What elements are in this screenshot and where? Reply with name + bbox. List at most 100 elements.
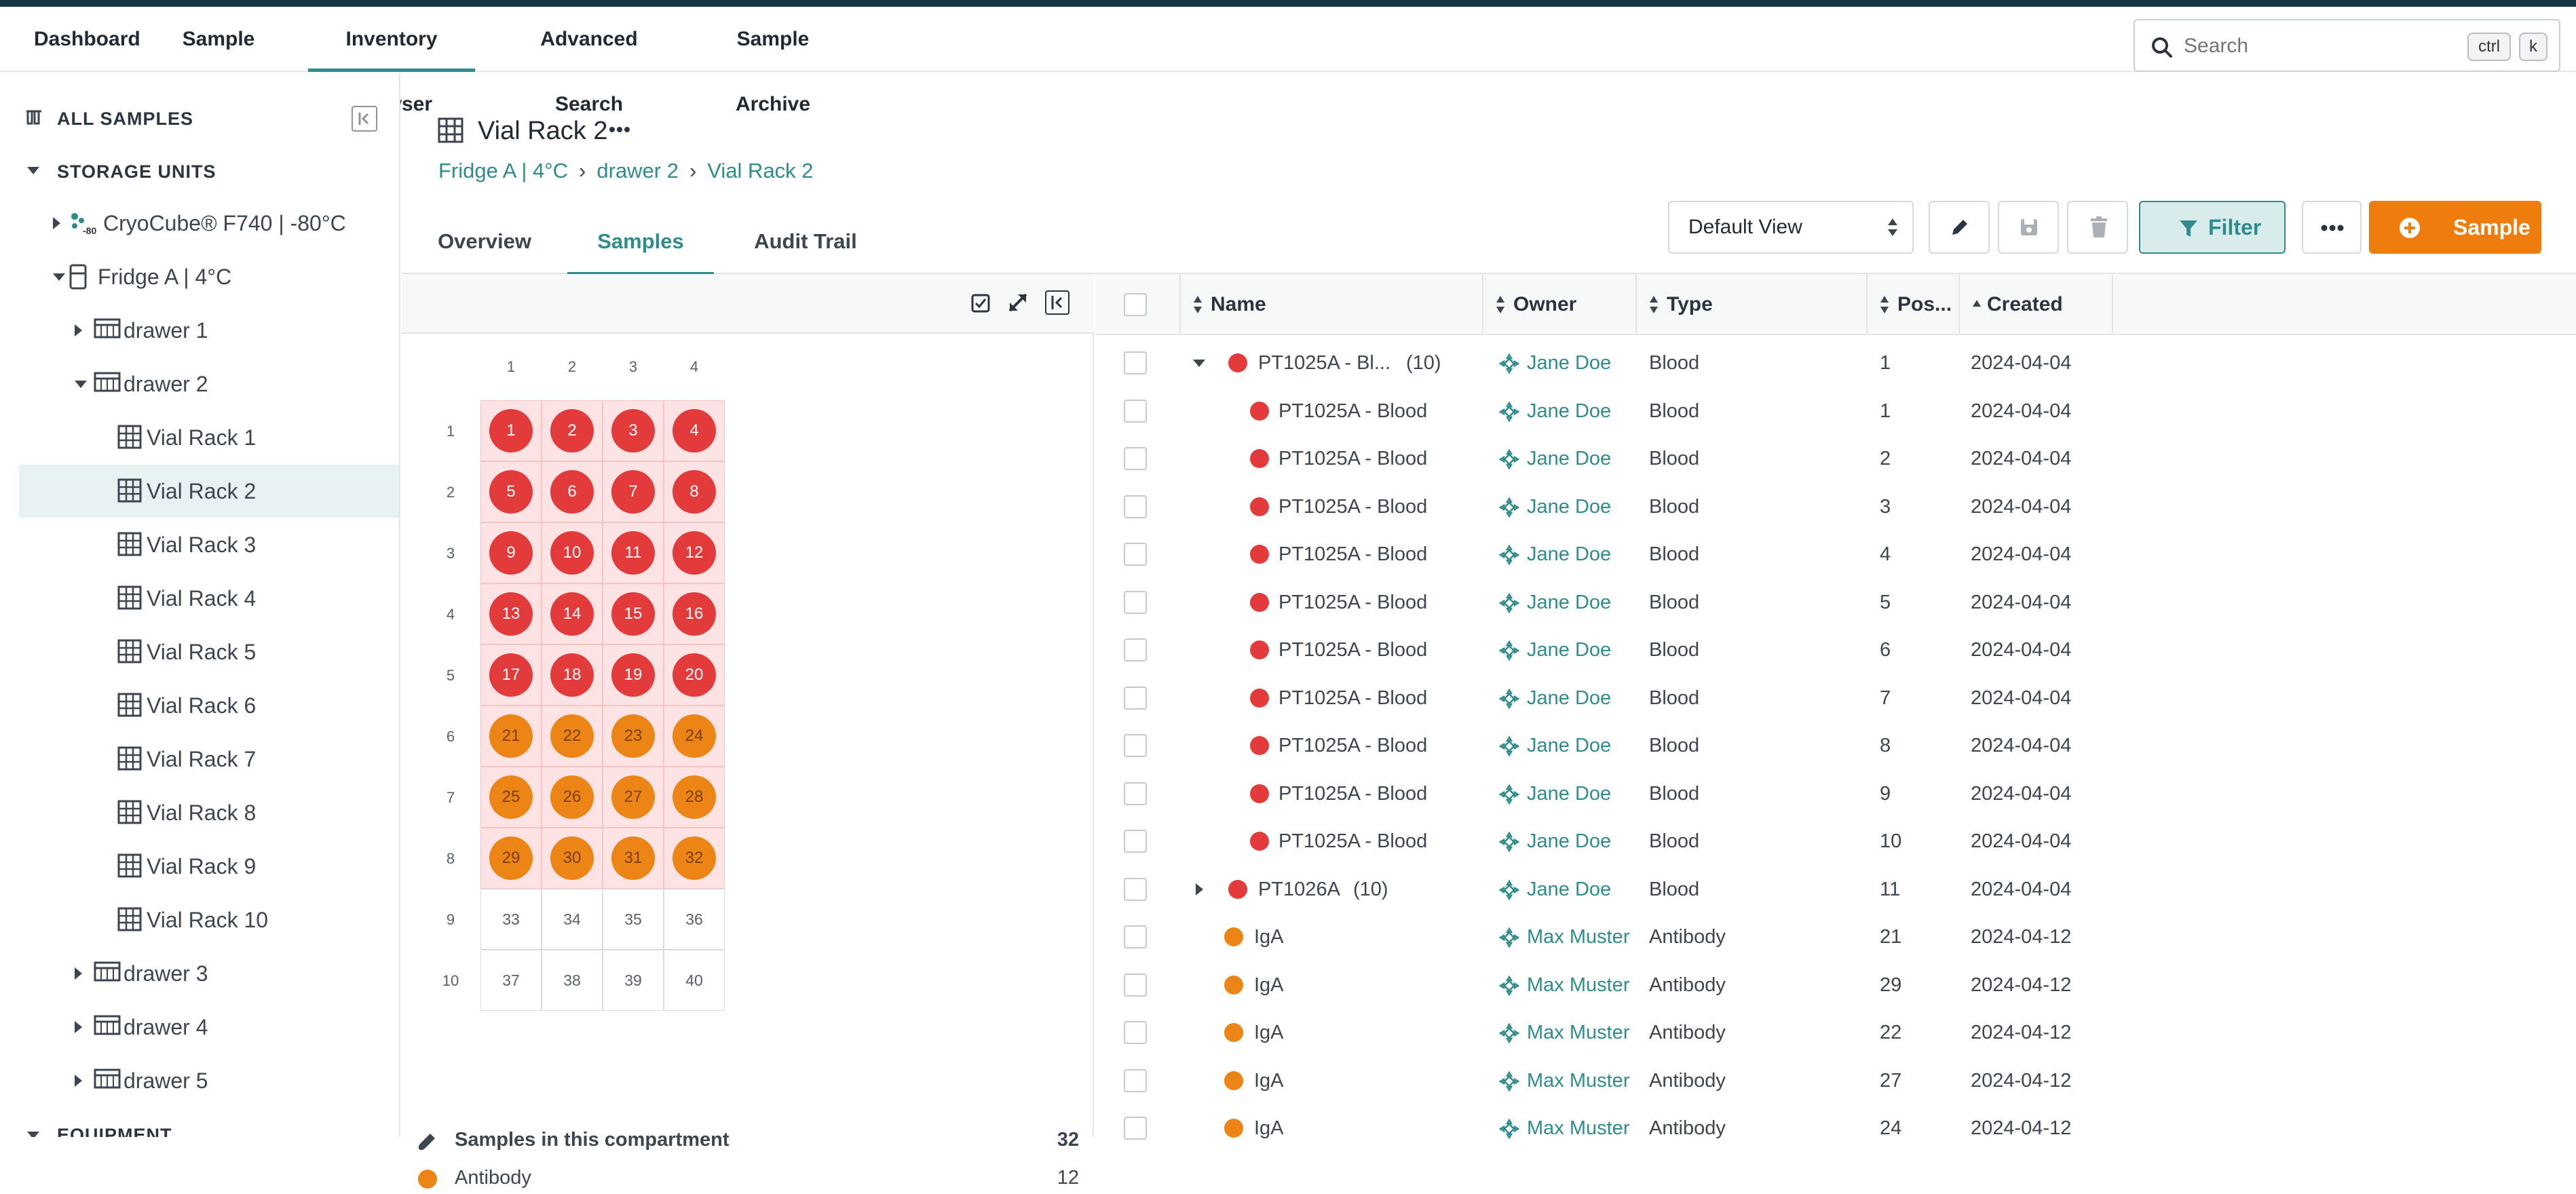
sample-vial[interactable]: 30	[550, 836, 594, 880]
add-sample-button[interactable]: Sample	[2369, 201, 2541, 254]
sample-vial[interactable]: 14	[550, 592, 594, 636]
caret-right-icon[interactable]	[75, 967, 82, 980]
rack-cell[interactable]: 39	[603, 950, 664, 1011]
owner-name[interactable]: Max Muster	[1527, 926, 1630, 948]
rack-cell[interactable]: 21	[480, 706, 542, 767]
table-row[interactable]: IgA Max Muster Antibody 27 2024-04-12	[1095, 1057, 2576, 1104]
rack-cell[interactable]: 27	[603, 767, 664, 828]
sample-vial[interactable]: 9	[489, 531, 533, 575]
row-checkbox[interactable]	[1124, 590, 1147, 614]
owner-name[interactable]: Max Muster	[1527, 1069, 1630, 1092]
owner-name[interactable]: Jane Doe	[1527, 448, 1612, 469]
edit-button[interactable]	[1929, 201, 1990, 254]
sample-name[interactable]: IgA	[1254, 1069, 1284, 1092]
equipment-heading[interactable]: EQUIPMENT	[57, 1125, 172, 1137]
table-row[interactable]: PT1025A - Blood Jane Doe Blood 7 2024-04-04	[1095, 674, 2576, 722]
sidebar-item[interactable]: Vial Rack 7	[19, 733, 399, 786]
table-row[interactable]: PT1025A - Blood Jane Doe Blood 3 2024-04-04	[1095, 483, 2576, 531]
rack-cell[interactable]: 19	[603, 644, 664, 706]
search-box[interactable]: ctrl k	[2134, 19, 2560, 72]
equipment-caret-icon[interactable]	[27, 1132, 39, 1137]
caret-down-icon[interactable]	[53, 273, 65, 281]
owner-name[interactable]: Jane Doe	[1527, 400, 1612, 422]
sidebar-item[interactable]: drawer 1	[19, 304, 399, 357]
row-checkbox[interactable]	[1124, 830, 1147, 853]
rack-cell[interactable]: 38	[542, 950, 603, 1011]
owner-name[interactable]: Jane Doe	[1527, 543, 1612, 565]
sample-vial[interactable]: 26	[550, 775, 594, 819]
sample-vial[interactable]: 23	[611, 714, 655, 758]
table-row[interactable]: PT1025A - Blood Jane Doe Blood 4 2024-04-04	[1095, 531, 2576, 578]
sample-vial[interactable]: 6	[550, 470, 594, 514]
sidebar-item[interactable]: drawer 4	[19, 1001, 399, 1054]
sample-vial[interactable]: 3	[611, 409, 655, 452]
rack-cell[interactable]: 35	[603, 889, 664, 950]
breadcrumb-rack[interactable]: Vial Rack 2	[707, 159, 814, 182]
owner-name[interactable]: Max Muster	[1527, 1022, 1630, 1043]
column-header-owner[interactable]: Owner	[1483, 274, 1637, 335]
rack-cell[interactable]: 5	[480, 461, 542, 522]
sample-name[interactable]: PT1025A - Blood	[1278, 448, 1428, 469]
breadcrumb-fridge[interactable]: Fridge A | 4°C	[438, 159, 569, 182]
caret-right-icon[interactable]	[75, 1075, 82, 1087]
sample-vial[interactable]: 21	[489, 714, 533, 758]
sample-name[interactable]: PT1025A - Blood	[1278, 591, 1428, 613]
storage-units-heading[interactable]: STORAGE UNITS	[57, 161, 216, 182]
sample-vial[interactable]: 31	[611, 836, 655, 880]
rack-cell[interactable]: 4	[664, 400, 725, 461]
tab-overview[interactable]: Overview	[438, 229, 531, 253]
rack-cell[interactable]: 20	[664, 644, 725, 706]
row-checkbox[interactable]	[1124, 877, 1147, 901]
tab-inventory-browser[interactable]: Inventory Browser	[308, 7, 475, 115]
sample-vial[interactable]: 12	[673, 531, 716, 575]
sample-vial[interactable]: 2	[550, 409, 594, 452]
search-input[interactable]	[2182, 28, 2454, 64]
row-checkbox[interactable]	[1124, 973, 1147, 997]
sample-vial[interactable]: 11	[611, 531, 655, 575]
sample-vial[interactable]: 16	[673, 592, 716, 636]
sample-name[interactable]: PT1025A - Blood	[1278, 639, 1428, 661]
caret-right-icon[interactable]	[75, 1021, 82, 1033]
sample-name[interactable]: PT1025A - Blood	[1278, 687, 1428, 709]
rack-cell[interactable]: 10	[542, 522, 603, 583]
storage-units-caret-icon[interactable]	[27, 167, 39, 174]
rack-cell[interactable]: 16	[664, 583, 725, 644]
owner-name[interactable]: Jane Doe	[1527, 735, 1612, 756]
tab-samples[interactable]: Samples	[567, 209, 714, 275]
sample-name[interactable]: PT1025A - Blood	[1278, 782, 1428, 805]
rack-cell[interactable]: 12	[664, 522, 725, 583]
filter-button[interactable]: Filter	[2139, 201, 2286, 254]
sample-vial[interactable]: 7	[611, 470, 655, 514]
sample-vial[interactable]: 10	[550, 531, 594, 575]
row-checkbox[interactable]	[1124, 734, 1147, 757]
rack-cell[interactable]: 2	[542, 400, 603, 461]
caret-right-icon[interactable]	[53, 217, 60, 229]
table-row[interactable]: PT1025A - Blood Jane Doe Blood 6 2024-04-04	[1095, 626, 2576, 674]
sample-vial[interactable]: 27	[611, 775, 655, 819]
table-row[interactable]: IgA Max Muster Antibody 22 2024-04-12	[1095, 1009, 2576, 1056]
sample-vial[interactable]: 17	[489, 653, 533, 697]
rack-cell[interactable]: 30	[542, 828, 603, 889]
row-checkbox[interactable]	[1124, 399, 1147, 423]
owner-name[interactable]: Jane Doe	[1527, 591, 1612, 613]
sample-name[interactable]: PT1025A - Blood	[1278, 735, 1428, 756]
sample-vial[interactable]: 5	[489, 470, 533, 514]
row-checkbox[interactable]	[1124, 638, 1147, 661]
owner-name[interactable]: Jane Doe	[1527, 687, 1612, 709]
sample-name[interactable]: PT1025A - Blood	[1278, 495, 1428, 518]
row-checkbox[interactable]	[1124, 686, 1147, 710]
sample-vial[interactable]: 1	[489, 409, 533, 452]
table-row[interactable]: PT1025A - Blood Jane Doe Blood 1 2024-04-04	[1095, 387, 2576, 435]
sample-vial[interactable]: 24	[673, 714, 716, 758]
sample-name[interactable]: PT1025A - Blood	[1278, 543, 1428, 565]
sample-vial[interactable]: 4	[673, 409, 716, 452]
rack-cell[interactable]: 15	[603, 583, 664, 644]
rack-cell[interactable]: 29	[480, 828, 542, 889]
save-button[interactable]	[1998, 201, 2059, 254]
sample-name[interactable]: IgA	[1254, 1022, 1284, 1043]
sidebar-item[interactable]: drawer 3	[19, 947, 399, 1000]
table-row[interactable]: IgA Max Muster Antibody 21 2024-04-12	[1095, 913, 2576, 961]
sample-name[interactable]: PT1026A	[1258, 878, 1340, 900]
owner-name[interactable]: Jane Doe	[1527, 878, 1612, 900]
sample-vial[interactable]: 15	[611, 592, 655, 636]
